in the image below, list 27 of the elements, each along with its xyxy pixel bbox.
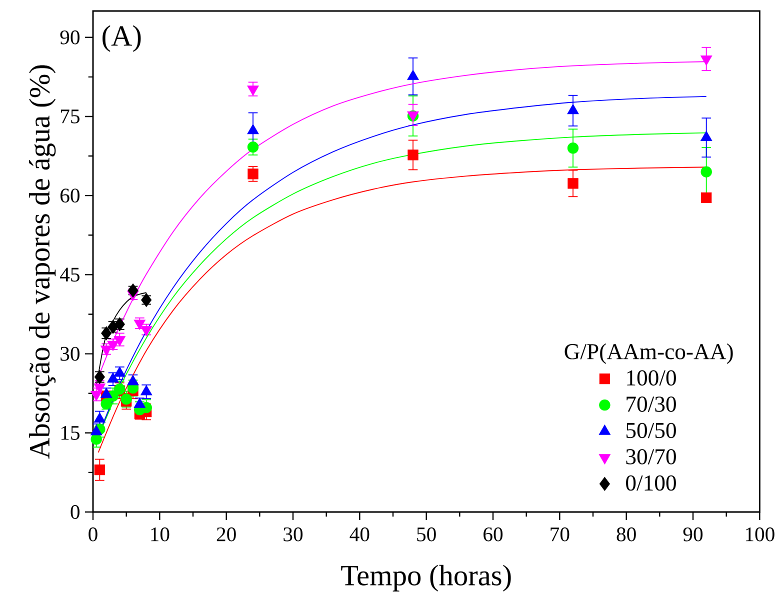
x-tick-label: 0 (88, 527, 98, 542)
legend-label: 100/0 (627, 370, 676, 386)
x-tick-label: 80 (616, 527, 636, 542)
y-tick-label: 15 (61, 426, 80, 440)
x-tick-label: 90 (683, 527, 703, 542)
legend-label: 30/70 (626, 449, 676, 464)
annotation: (A) (102, 25, 141, 52)
y-tick-label: 30 (60, 346, 80, 361)
y-tick-label: 45 (60, 268, 80, 282)
y-tick-label: 90 (60, 30, 80, 44)
y-tick-label: 60 (60, 188, 80, 203)
x-tick-label: 50 (417, 527, 436, 542)
x-axis-title: Tempo (horas) (341, 564, 511, 592)
x-tick-label: 30 (284, 527, 303, 542)
y-tick-label: 75 (60, 110, 80, 124)
x-tick-label: 100 (746, 527, 774, 542)
y-axis-title: Absorção de vapores de água (%) (28, 65, 56, 459)
x-tick-label: 60 (484, 527, 503, 542)
legend-label: 50/50 (626, 422, 676, 438)
legend-label: 0/100 (626, 475, 676, 491)
legend-title: G/P(AAm-co-AA) (564, 343, 733, 364)
x-tick-label: 40 (350, 527, 370, 542)
x-tick-label: 70 (550, 527, 570, 542)
x-tick-label: 10 (151, 527, 170, 542)
y-tick-label: 0 (70, 505, 80, 519)
legend-label: 70/30 (626, 396, 676, 412)
x-tick-label: 20 (216, 527, 236, 542)
